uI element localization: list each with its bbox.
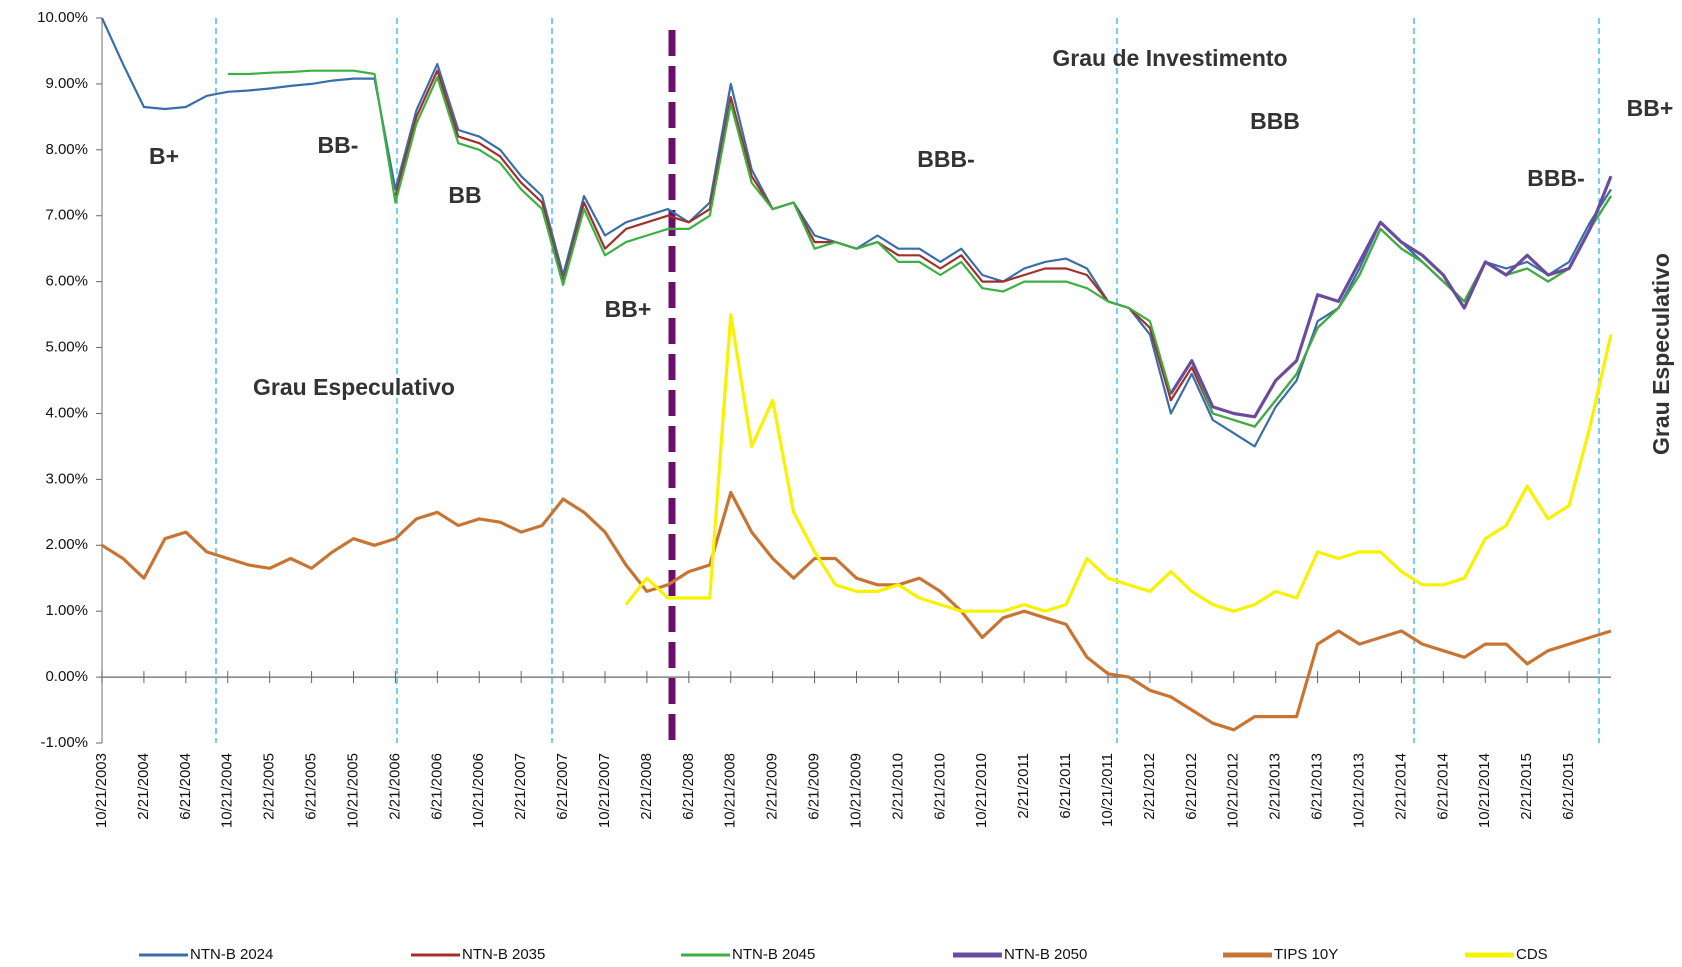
annotation: Grau Especulativo <box>1648 253 1674 455</box>
series-line <box>394 69 1612 428</box>
annotation: BB+ <box>605 296 652 322</box>
x-tick-label: 2/21/2012 <box>1141 753 1158 820</box>
y-tick-label: 1.00% <box>45 602 88 619</box>
x-tick-label: 2/21/2004 <box>135 753 152 820</box>
x-tick-label: 6/21/2014 <box>1434 753 1451 820</box>
x-tick-label: 6/21/2007 <box>554 753 571 820</box>
x-tick-label: 10/21/2009 <box>847 753 864 828</box>
annotation: Grau Especulativo <box>253 374 455 400</box>
legend-label: CDS <box>1516 946 1548 963</box>
x-tick-label: 6/21/2006 <box>428 753 445 820</box>
x-tick-label: 6/21/2004 <box>177 753 194 820</box>
x-tick-label: 2/21/2013 <box>1267 753 1284 820</box>
x-tick-label: 2/21/2005 <box>261 753 278 820</box>
legend-label: NTN-B 2024 <box>190 946 273 963</box>
series-line <box>101 490 1612 732</box>
x-tick-label: 6/21/2010 <box>931 753 948 820</box>
x-tick-label: 10/21/2005 <box>344 753 361 828</box>
y-tick-label: 2.00% <box>45 536 88 553</box>
legend-label: TIPS 10Y <box>1274 946 1338 963</box>
y-tick-label: -1.00% <box>40 734 88 751</box>
x-tick-label: 2/21/2007 <box>512 753 529 820</box>
x-tick-label: 10/21/2012 <box>1225 753 1242 828</box>
x-tick-label: 2/21/2014 <box>1392 753 1409 820</box>
y-tick-label: 8.00% <box>45 141 88 158</box>
x-tick-label: 10/21/2013 <box>1350 753 1367 828</box>
x-tick-label: 6/21/2013 <box>1309 753 1326 820</box>
annotation: Grau de Investimento <box>1052 45 1287 71</box>
annotation: BB <box>448 182 481 208</box>
legend-label: NTN-B 2035 <box>462 946 545 963</box>
x-tick-label: 2/21/2015 <box>1518 753 1535 820</box>
annotation: BB+ <box>1627 95 1674 121</box>
x-tick-label: 2/21/2010 <box>889 753 906 820</box>
y-tick-label: 7.00% <box>45 207 88 224</box>
annotation: BB- <box>318 132 359 158</box>
series-line <box>624 313 1613 613</box>
y-tick-label: 3.00% <box>45 470 88 487</box>
x-tick-label: 10/21/2011 <box>1099 753 1116 827</box>
annotation: B+ <box>149 143 179 169</box>
x-tick-label: 10/21/2003 <box>93 753 110 828</box>
annotation: BBB <box>1250 108 1300 134</box>
x-tick-label: 6/21/2005 <box>303 753 320 820</box>
x-tick-label: 2/21/2009 <box>764 753 781 820</box>
series-line <box>1169 175 1613 419</box>
x-tick-label: 10/21/2007 <box>596 753 613 828</box>
y-tick-label: 0.00% <box>45 668 88 685</box>
legend-label: NTN-B 2045 <box>732 946 815 963</box>
y-tick-label: 5.00% <box>45 339 88 356</box>
x-tick-label: 6/21/2008 <box>680 753 697 820</box>
x-tick-label: 6/21/2011 <box>1057 753 1074 819</box>
x-tick-label: 6/21/2015 <box>1560 753 1577 820</box>
legend-label: NTN-B 2050 <box>1004 946 1087 963</box>
y-tick-label: 4.00% <box>45 404 88 421</box>
y-tick-label: 6.00% <box>45 273 88 290</box>
x-tick-label: 2/21/2008 <box>638 753 655 820</box>
x-tick-label: 10/21/2004 <box>219 753 236 828</box>
x-tick-label: 10/21/2008 <box>722 753 739 828</box>
x-tick-label: 6/21/2012 <box>1183 753 1200 820</box>
x-tick-label: 10/21/2014 <box>1476 753 1493 828</box>
y-tick-label: 10.00% <box>37 9 88 26</box>
x-tick-label: 2/21/2006 <box>386 753 403 820</box>
x-tick-label: 6/21/2009 <box>806 753 823 820</box>
annotation: BBB- <box>917 146 975 172</box>
y-tick-label: 9.00% <box>45 75 88 92</box>
series-line <box>227 69 1612 428</box>
x-tick-label: 10/21/2010 <box>973 753 990 828</box>
x-tick-label: 10/21/2006 <box>470 753 487 828</box>
annotation: BBB- <box>1527 165 1585 191</box>
x-tick-label: 2/21/2011 <box>1015 753 1032 819</box>
